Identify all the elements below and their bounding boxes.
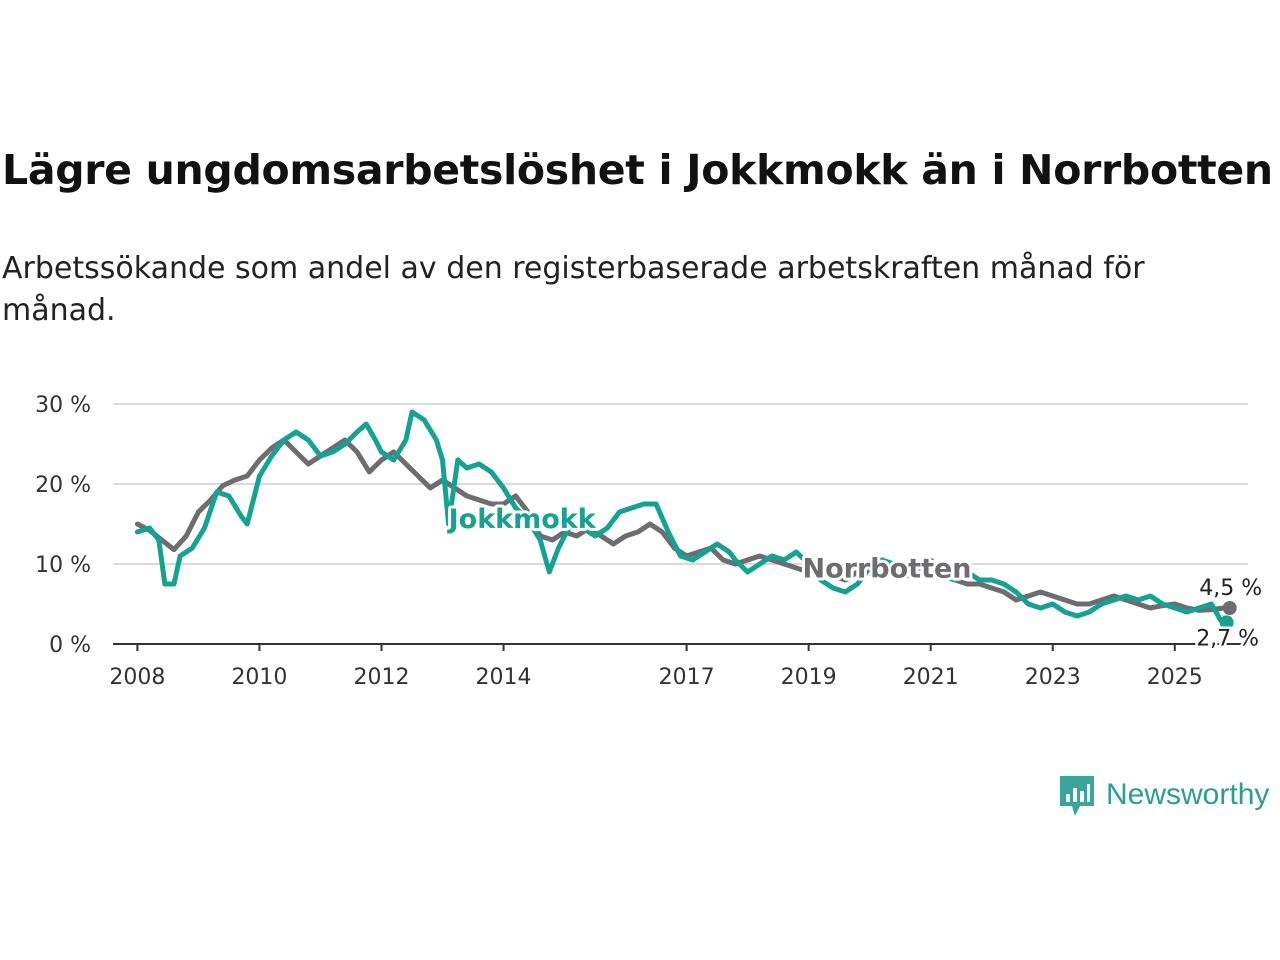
x-tick-label: 2012 bbox=[353, 665, 409, 690]
x-tick-label: 2023 bbox=[1025, 665, 1081, 690]
series-label-jokkmokk: Jokkmokk bbox=[447, 504, 597, 535]
brand-logo: Newsworthy bbox=[1058, 772, 1269, 818]
y-tick-label: 10 % bbox=[35, 553, 91, 578]
x-tick-label: 2014 bbox=[476, 665, 532, 690]
brand-name: Newsworthy bbox=[1106, 778, 1270, 811]
x-tick-label: 2008 bbox=[109, 665, 165, 690]
chart-subtitle: Arbetssökande som andel av den registerb… bbox=[2, 251, 1145, 328]
series-line-jokkmokk bbox=[134, 409, 1230, 625]
y-tick-label: 0 % bbox=[49, 633, 91, 658]
end-point-jokkmokk bbox=[1219, 615, 1234, 630]
y-tick-label: 30 % bbox=[35, 393, 91, 418]
line-chart: 0 % 10 % 20 % 30 % 2008 2010 2012 2014 2017 2019 2… bbox=[35, 393, 1265, 690]
series-line-norrbotten bbox=[134, 437, 1233, 613]
x-tick-label: 2010 bbox=[231, 665, 287, 690]
x-tick-label: 2025 bbox=[1147, 665, 1203, 690]
x-tick-label: 2021 bbox=[903, 665, 959, 690]
x-tick-label: 2017 bbox=[659, 665, 715, 690]
newsworthy-logo-icon bbox=[1060, 776, 1094, 816]
end-point-norrbotten bbox=[1222, 601, 1237, 615]
y-tick-label: 20 % bbox=[35, 473, 91, 498]
chart-title: Lägre ungdomsarbetslöshet i Jokkmokk än … bbox=[2, 146, 1273, 194]
series-label-norrbotten: Norrbotten bbox=[803, 554, 972, 585]
end-label-jokkmokk: 2,7 % bbox=[1196, 626, 1259, 651]
end-label-norrbotten: 4,5 % bbox=[1199, 576, 1262, 601]
x-tick-label: 2019 bbox=[781, 665, 837, 690]
